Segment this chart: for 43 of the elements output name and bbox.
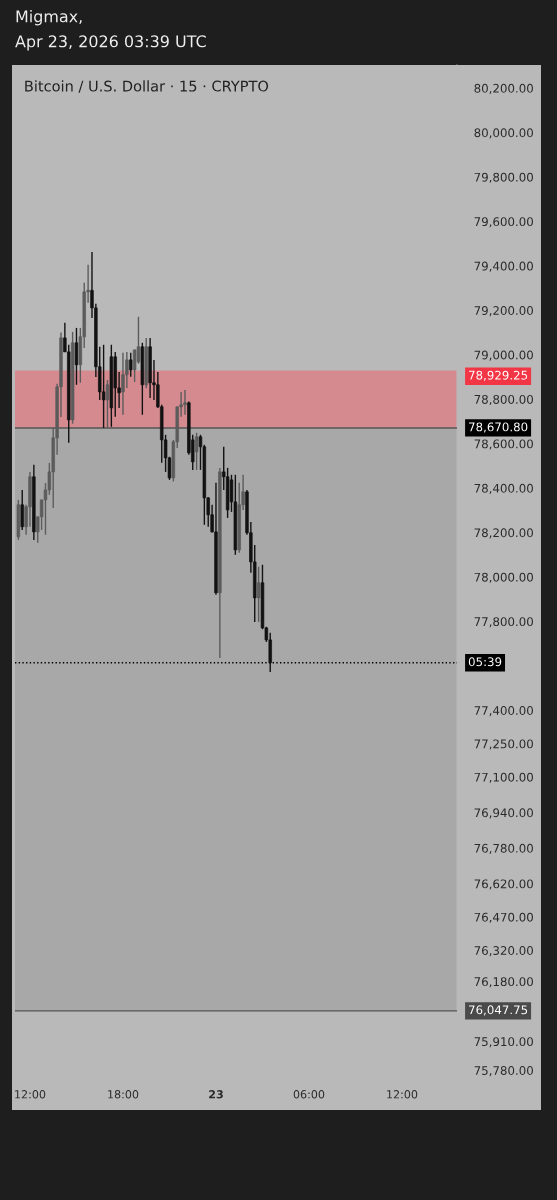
text: Bitcoin / U.S. Dollar · 15 · CRYPTO [25,80,269,93]
x-tick-label: 12:00 [15,1090,46,1099]
candlestick [74,327,79,386]
y-tick-label: 77,800.00 [474,617,533,628]
y-tick-label: 76,180.00 [474,977,533,988]
y-tick-label: 76,780.00 [474,843,533,854]
y-tick-label: 76,470.00 [474,912,533,923]
candlestick [183,389,187,416]
y-tick-label: 78,800.00 [474,394,533,406]
y-tick-label: 78,400.00 [474,483,533,494]
y-tick-label: 76,940.00 [474,808,533,819]
x-tick-label: 12:00 [387,1090,418,1099]
y-tick-label: 77,400.00 [474,706,533,717]
y-tick-label: 79,800.00 [474,172,533,183]
band-label: 78,929.25 [469,370,528,381]
y-tick-label: 76,320.00 [474,946,533,957]
y-tick-label: 80,000.00 [474,128,533,139]
y-tick-label: 78,200.00 [474,528,533,539]
candlestick [129,352,133,378]
y-tick-label: 78,600.00 [474,439,533,450]
y-tick-label: 79,600.00 [474,217,533,228]
candlestick [194,432,199,471]
ref-line-label: 76,047.75 [469,1005,528,1016]
y-tick-label: 78,000.00 [474,572,533,583]
y-tick-label: 76,620.00 [474,879,533,890]
x-tick-label: 23 [209,1090,223,1099]
ref-line-label: 78,670.80 [469,422,528,433]
text: Migmax, [16,10,82,26]
y-tick-label: 79,200.00 [474,306,533,317]
text: Apr 23, 2026 03:39 UTC [15,35,206,51]
y-tick-label: 79,400.00 [474,261,533,272]
y-tick-label: 79,000.00 [474,350,533,361]
candlestick [121,352,125,416]
y-tick-label: 75,910.00 [474,1037,533,1048]
text: 05:39 [468,657,502,667]
candlestick [256,566,261,623]
y-tick-label: 75,780.00 [474,1066,533,1077]
y-tick-label: 80,200.00 [474,83,533,94]
x-tick-label: 18:00 [108,1090,139,1099]
candlestick [20,489,24,531]
y-tick-label: 77,100.00 [474,772,533,783]
y-tick-label: 77,250.00 [474,739,533,750]
x-tick-label: 06:00 [293,1090,325,1099]
